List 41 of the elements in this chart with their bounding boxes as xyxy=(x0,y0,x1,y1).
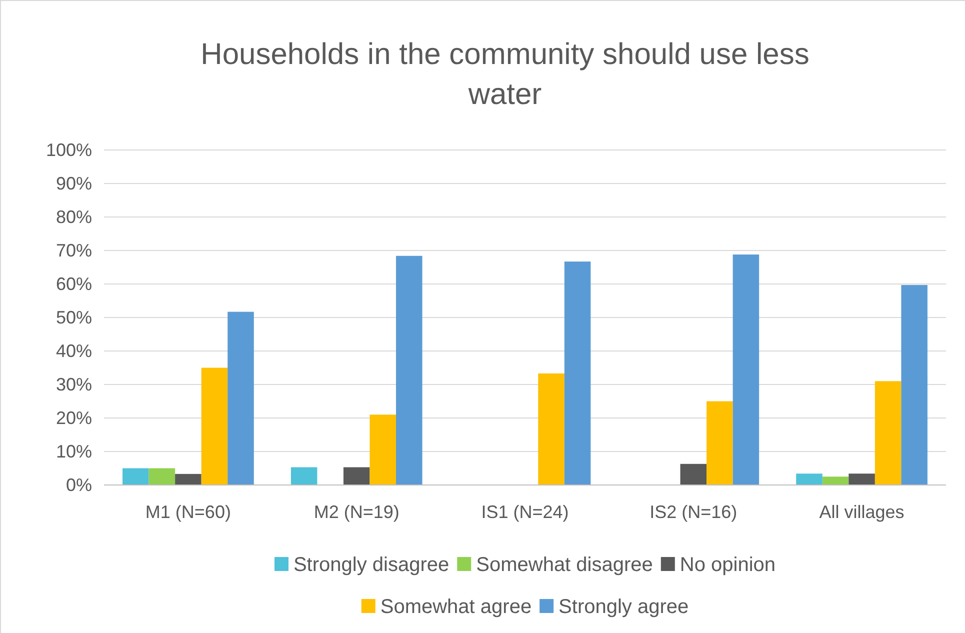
y-tick-label: 60% xyxy=(56,274,92,294)
bar xyxy=(901,285,928,485)
y-tick-label: 20% xyxy=(56,408,92,428)
bar xyxy=(874,381,902,485)
bar xyxy=(148,468,176,485)
bar xyxy=(538,373,564,485)
x-tick-label: IS1 (N=24) xyxy=(481,502,569,522)
legend-label: Strongly agree xyxy=(558,596,689,618)
chart-title: Households in the community should use less water xyxy=(200,38,810,111)
y-tick-label: 70% xyxy=(56,240,92,260)
legend-label: Strongly disagree xyxy=(293,554,450,576)
bar xyxy=(732,254,760,485)
x-tick-label: IS2 (N=16) xyxy=(650,502,738,522)
bar xyxy=(564,262,591,485)
bar xyxy=(848,474,875,485)
bar xyxy=(680,464,707,485)
y-tick-label: 0% xyxy=(66,475,92,495)
y-tick-label: 30% xyxy=(56,374,92,394)
bar xyxy=(175,474,202,485)
y-tick-label: 40% xyxy=(56,341,92,361)
y-tick-label: 100% xyxy=(46,140,92,160)
legend-label: Somewhat agree xyxy=(380,596,532,618)
legend-label: No opinion xyxy=(680,554,776,576)
legend-label: Somewhat disagree xyxy=(476,554,653,576)
bar xyxy=(343,467,370,485)
bar xyxy=(822,476,849,485)
bar xyxy=(706,401,733,485)
bar xyxy=(370,414,396,485)
bar xyxy=(396,256,422,485)
x-tick-label: M2 (N=19) xyxy=(314,502,400,522)
bar xyxy=(122,468,149,485)
x-tick-label: M1 (N=60) xyxy=(145,502,231,522)
bar xyxy=(201,368,228,485)
bar xyxy=(228,312,254,485)
bar xyxy=(796,474,822,485)
y-tick-label: 80% xyxy=(56,207,92,227)
y-tick-label: 10% xyxy=(56,442,92,462)
x-tick-label: All villages xyxy=(819,502,904,522)
y-tick-label: 90% xyxy=(56,174,92,194)
y-tick-label: 50% xyxy=(56,308,92,328)
bar xyxy=(290,467,318,485)
